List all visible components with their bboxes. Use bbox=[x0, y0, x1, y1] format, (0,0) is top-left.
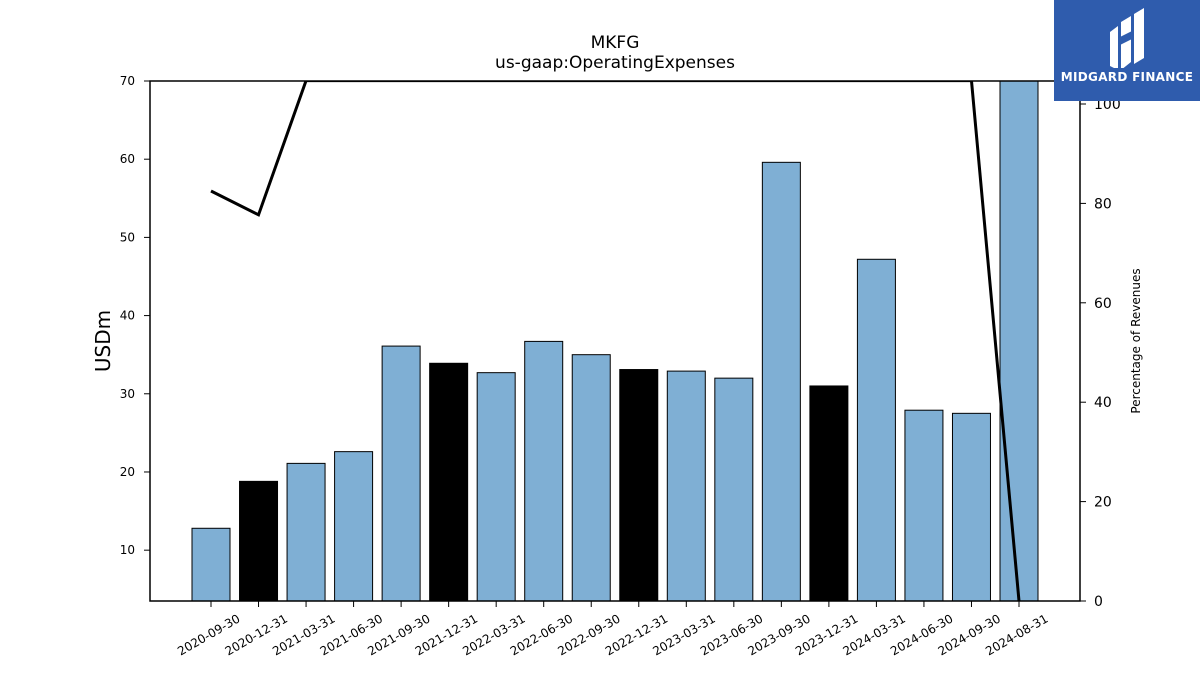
bar bbox=[429, 362, 469, 602]
y-tick-label: 50 bbox=[120, 230, 135, 244]
chart-subtitle: us-gaap:OperatingExpenses bbox=[495, 53, 735, 73]
y2-axis-label: Percentage of Revenues bbox=[1129, 268, 1143, 413]
logo-text: MIDGARD FINANCE bbox=[1060, 70, 1194, 84]
chart-title: MKFG bbox=[591, 33, 640, 53]
bar bbox=[334, 451, 374, 602]
y2-tick-label: 20 bbox=[1094, 495, 1112, 511]
bar bbox=[286, 462, 326, 602]
bar bbox=[191, 527, 231, 602]
bar bbox=[381, 345, 421, 602]
y2-tick-label: 80 bbox=[1094, 196, 1112, 212]
y-tick-label: 20 bbox=[120, 465, 135, 479]
y-tick-label: 40 bbox=[120, 309, 135, 323]
y-tick-label: 10 bbox=[120, 543, 135, 557]
logo-mark-icon bbox=[1110, 8, 1144, 68]
bar bbox=[999, 80, 1039, 602]
y-axis-label: USDm bbox=[91, 310, 115, 372]
percentage-line bbox=[210, 81, 1021, 601]
bar bbox=[714, 377, 754, 602]
y-tick-label: 70 bbox=[120, 74, 135, 88]
plot-frame bbox=[149, 80, 1081, 602]
bar bbox=[524, 340, 564, 602]
bar bbox=[904, 409, 944, 602]
y-axis-left: 10 20 30 40 50 60 70 bbox=[120, 74, 150, 557]
y-axis-right: 0 20 40 60 80 100 bbox=[1080, 97, 1121, 610]
bar-series bbox=[191, 80, 1039, 602]
bar bbox=[856, 258, 896, 602]
bar bbox=[666, 370, 706, 602]
y2-tick-label: 0 bbox=[1094, 594, 1103, 610]
y2-tick-label: 100 bbox=[1094, 97, 1121, 113]
logo: MIDGARD FINANCE bbox=[1054, 0, 1200, 101]
y-tick-label: 60 bbox=[120, 152, 135, 166]
bar bbox=[239, 480, 279, 602]
bar bbox=[809, 385, 849, 602]
y2-tick-label: 60 bbox=[1094, 296, 1112, 312]
y-tick-label: 30 bbox=[120, 387, 135, 401]
bar bbox=[476, 372, 516, 602]
bar bbox=[761, 161, 801, 602]
y2-tick-label: 40 bbox=[1094, 395, 1112, 411]
line-series bbox=[210, 81, 1021, 601]
x-axis: 2020-09-302020-12-312021-03-312021-06-30… bbox=[175, 601, 1051, 658]
bar bbox=[951, 412, 991, 602]
bar bbox=[571, 354, 611, 602]
bar bbox=[619, 369, 659, 602]
